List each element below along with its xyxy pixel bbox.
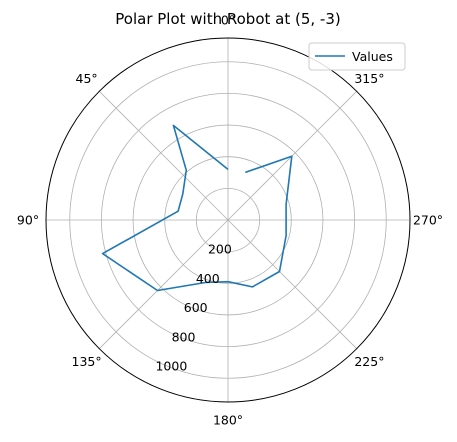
legend[interactable]: Values bbox=[308, 42, 406, 71]
r-tick-label-200: 200 bbox=[208, 242, 232, 257]
theta-tick-label-225: 225° bbox=[354, 354, 384, 369]
chart-title: Polar Plot with Robot at (5, -3) bbox=[115, 10, 340, 28]
polar-grid bbox=[46, 38, 410, 402]
series-layer bbox=[101, 124, 293, 292]
legend-entry-values: Values bbox=[352, 49, 393, 64]
series-line-0 bbox=[101, 124, 293, 292]
grid-spoke-45 bbox=[99, 91, 229, 221]
theta-tick-label-315: 315° bbox=[354, 71, 384, 86]
theta-tick-label-270: 270° bbox=[413, 213, 443, 228]
theta-tick-label-135: 135° bbox=[72, 354, 102, 369]
legend-frame bbox=[308, 42, 406, 71]
r-tick-label-600: 600 bbox=[184, 300, 208, 315]
r-tick-label-400: 400 bbox=[196, 271, 220, 286]
grid-spoke-225 bbox=[227, 219, 357, 349]
polar-frame bbox=[45, 37, 411, 403]
r-tick-label-800: 800 bbox=[172, 330, 196, 345]
theta-tick-label-180: 180° bbox=[213, 413, 243, 428]
theta-tick-label-90: 90° bbox=[17, 213, 39, 228]
tick-labels: 0° 45° 90° 135° 180° 225° 270° 315° 200 400 600 800… bbox=[17, 13, 443, 428]
theta-tick-label-45: 45° bbox=[76, 71, 98, 86]
grid-spoke-135 bbox=[99, 219, 229, 349]
r-tick-label-1000: 1000 bbox=[155, 359, 187, 374]
theta-tick-label-0: 0° bbox=[221, 13, 235, 28]
